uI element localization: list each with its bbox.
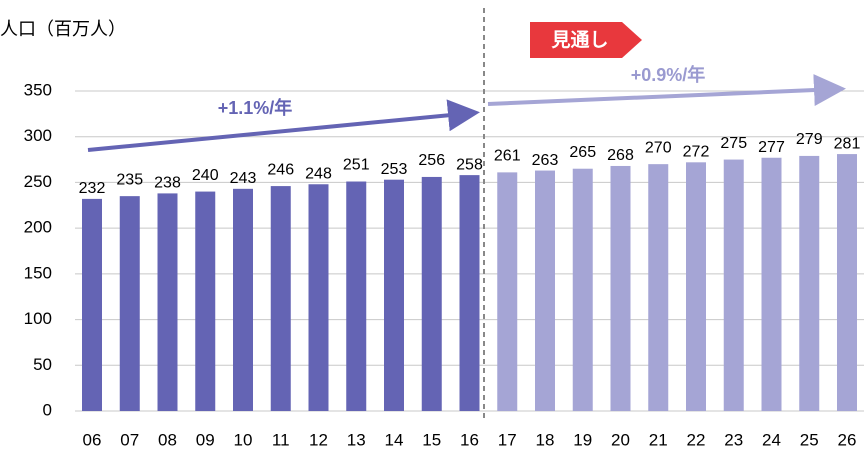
bar xyxy=(572,168,593,411)
data-label: 258 xyxy=(456,156,483,173)
bar xyxy=(82,198,102,411)
y-axis-label: 人口（百万人） xyxy=(0,19,126,39)
bar xyxy=(799,155,820,411)
x-tick-label: 10 xyxy=(234,430,253,449)
bar xyxy=(233,188,253,411)
x-tick-label: 13 xyxy=(347,430,366,449)
y-tick-label: 150 xyxy=(24,263,52,282)
x-tick-label: 22 xyxy=(687,430,706,449)
bar xyxy=(119,196,140,411)
bar xyxy=(610,165,631,411)
x-tick-label: 14 xyxy=(385,430,404,449)
data-label: 238 xyxy=(154,175,181,192)
x-tick-label: 25 xyxy=(800,430,819,449)
growth-label: +0.9%/年 xyxy=(631,64,706,85)
bar xyxy=(761,157,782,411)
trend-arrow xyxy=(487,74,846,107)
data-label: 279 xyxy=(796,131,823,148)
y-tick-label: 300 xyxy=(24,126,52,145)
x-tick-label: 11 xyxy=(272,430,290,449)
x-tick-label: 07 xyxy=(120,430,139,449)
data-label: 275 xyxy=(720,135,747,152)
x-tick-label: 19 xyxy=(573,430,592,449)
data-label: 277 xyxy=(758,139,785,156)
x-tick-label: 20 xyxy=(611,430,630,449)
trend-arrow xyxy=(87,99,480,152)
bar xyxy=(308,184,329,411)
forecast-label: 見通し xyxy=(551,29,608,51)
x-tick-label: 26 xyxy=(838,430,857,449)
y-tick-label: 50 xyxy=(33,355,52,374)
data-label: 253 xyxy=(381,161,408,178)
y-tick-label: 0 xyxy=(43,400,52,419)
data-label: 235 xyxy=(116,171,143,188)
data-label: 281 xyxy=(834,135,861,152)
x-tick-label: 06 xyxy=(83,430,102,449)
data-label: 243 xyxy=(230,170,257,187)
data-label: 246 xyxy=(267,161,294,178)
bar xyxy=(497,172,518,411)
bar xyxy=(195,191,216,411)
data-label: 268 xyxy=(607,147,634,164)
bar xyxy=(157,193,178,411)
x-tick-label: 18 xyxy=(536,430,555,449)
x-tick-label: 23 xyxy=(724,430,743,449)
y-tick-label: 350 xyxy=(24,80,52,99)
x-tick-label: 21 xyxy=(649,430,668,449)
data-label: 240 xyxy=(192,167,219,184)
data-label: 232 xyxy=(79,180,106,197)
x-tick-label: 17 xyxy=(498,430,517,449)
x-tick-label: 09 xyxy=(196,430,215,449)
bar xyxy=(270,186,291,411)
forecast-badge xyxy=(530,22,642,58)
data-label: 261 xyxy=(494,148,521,165)
y-tick-label: 100 xyxy=(24,309,52,328)
data-label: 263 xyxy=(532,152,559,169)
bar xyxy=(535,170,555,411)
data-label: 248 xyxy=(305,165,332,182)
bar xyxy=(648,164,669,411)
bar xyxy=(384,179,404,411)
data-label: 256 xyxy=(418,152,445,169)
bar xyxy=(421,176,442,411)
data-label: 272 xyxy=(683,144,710,161)
growth-label: +1.1%/年 xyxy=(218,97,293,118)
bar xyxy=(459,175,480,411)
bar xyxy=(723,159,744,411)
x-tick-label: 15 xyxy=(422,430,441,449)
y-tick-label: 250 xyxy=(24,172,52,191)
x-tick-label: 12 xyxy=(309,430,328,449)
data-label: 265 xyxy=(569,144,596,161)
data-label: 270 xyxy=(645,139,672,156)
x-tick-label: 08 xyxy=(158,430,177,449)
data-label: 251 xyxy=(343,157,370,174)
x-tick-label: 24 xyxy=(762,430,781,449)
y-tick-label: 200 xyxy=(24,218,52,237)
bar xyxy=(686,162,706,411)
x-tick-label: 16 xyxy=(460,430,479,449)
bar xyxy=(346,181,367,411)
bar xyxy=(837,154,857,412)
